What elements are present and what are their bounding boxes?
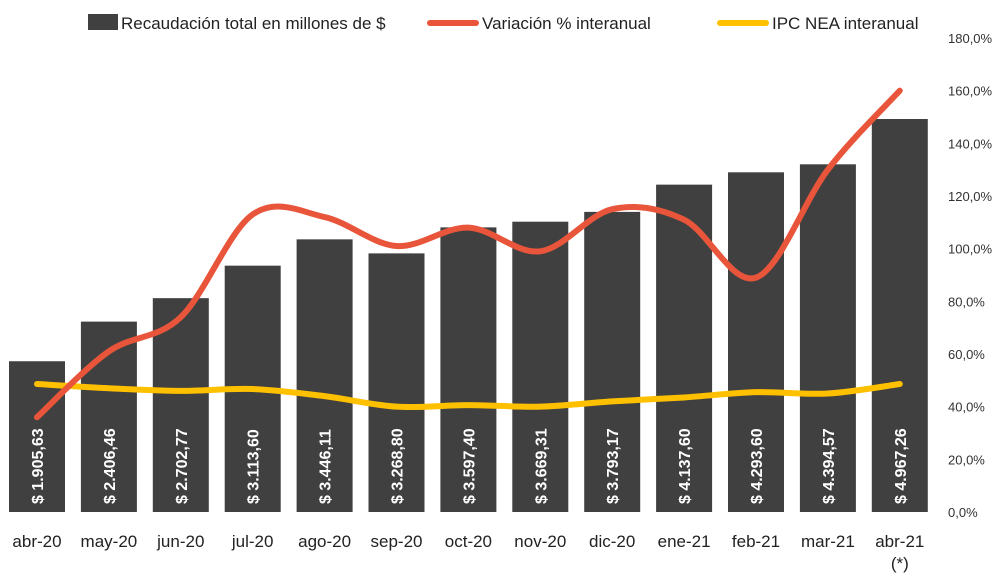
x-tick-label: oct-20 <box>445 532 492 551</box>
bar <box>584 211 641 512</box>
data-label: $ 2.406,46 <box>102 428 119 504</box>
data-label: $ 4.967,26 <box>893 428 910 504</box>
x-tick-label: jul-20 <box>231 532 274 551</box>
x-tick-note: (*) <box>891 554 909 573</box>
x-tick-label: ene-21 <box>658 532 711 551</box>
right-axis-tick: 140,0% <box>948 136 993 151</box>
right-axis-tick: 60,0% <box>948 347 985 362</box>
bar <box>512 221 569 513</box>
right-axis-tick: 0,0% <box>948 505 978 520</box>
x-tick-label: ago-20 <box>298 532 351 551</box>
lines <box>34 87 903 421</box>
right-axis-tick: 120,0% <box>948 189 993 204</box>
legend-swatch-bar <box>88 14 118 30</box>
bar <box>368 253 425 512</box>
data-labels: $ 1.905,63 $ 2.406,46 $ 2.702,77 $ 3.113,60… <box>30 428 910 504</box>
x-tick-label: jun-20 <box>156 532 204 551</box>
right-axis: 0,0% 20,0% 40,0% 60,0% 80,0% 100,0% 120,0% 140,… <box>948 31 993 520</box>
data-label: $ 4.394,57 <box>821 428 838 504</box>
data-label: $ 3.446,11 <box>318 429 335 504</box>
x-tick-label: dic-20 <box>589 532 635 551</box>
right-axis-tick: 20,0% <box>948 452 985 467</box>
bar <box>728 172 784 512</box>
variacion-line <box>34 87 903 421</box>
data-label: $ 1.905,63 <box>30 428 47 504</box>
legend: Recaudación total en millones de $ Variac… <box>88 14 918 33</box>
data-label: $ 3.597,40 <box>461 428 478 504</box>
right-axis-tick: 40,0% <box>948 400 985 415</box>
right-axis-tick: 160,0% <box>948 84 993 99</box>
x-tick-label: mar-21 <box>801 532 855 551</box>
legend-label: Variación % interanual <box>482 14 651 33</box>
data-label: $ 3.669,31 <box>533 428 550 504</box>
bar <box>152 298 209 512</box>
x-tick-label: may-20 <box>81 532 138 551</box>
bar <box>799 164 856 512</box>
right-axis-tick: 100,0% <box>948 242 993 257</box>
x-tick-label: abr-21 <box>875 532 924 551</box>
x-tick-label: nov-20 <box>514 532 566 551</box>
x-tick-label: feb-21 <box>732 532 780 551</box>
bar <box>871 119 928 512</box>
right-axis-tick: 180,0% <box>948 31 993 46</box>
bar <box>440 227 497 512</box>
x-tick-label: sep-20 <box>371 532 423 551</box>
data-label: $ 2.702,77 <box>174 428 191 504</box>
bar <box>296 239 353 512</box>
data-label: $ 3.268,80 <box>390 428 407 504</box>
data-label: $ 3.113,60 <box>246 429 263 504</box>
legend-label: IPC NEA interanual <box>772 14 918 33</box>
right-axis-tick: 80,0% <box>948 294 985 309</box>
ipc-line <box>34 381 903 411</box>
x-axis: abr-20 may-20 jun-20 jul-20 ago-20 sep-20 oct-… <box>12 532 924 573</box>
data-label: $ 4.293,60 <box>749 428 766 504</box>
legend-label: Recaudación total en millones de $ <box>121 14 386 33</box>
data-label: $ 4.137,60 <box>677 428 694 504</box>
data-label: $ 3.793,17 <box>605 428 622 504</box>
x-tick-label: abr-20 <box>12 532 61 551</box>
